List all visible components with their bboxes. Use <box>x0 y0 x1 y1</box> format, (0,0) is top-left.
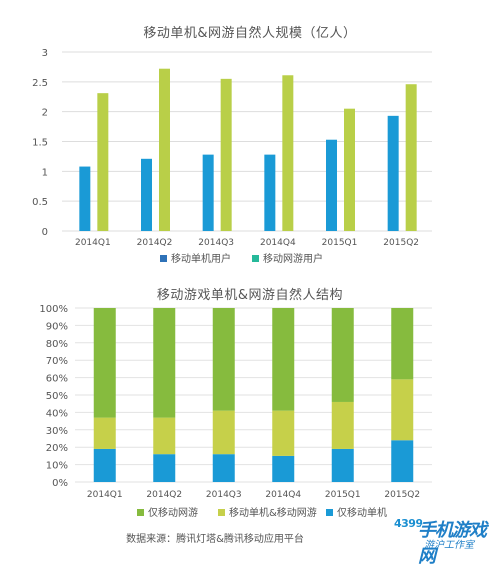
chart1-legend-label: 移动单机用户 <box>171 252 231 265</box>
chart2-bar-online-only <box>212 308 235 411</box>
chart2-bar-online-only <box>153 308 176 418</box>
chart2-xtick-label: 2015Q1 <box>325 490 361 500</box>
chart1-ytick-label: 3 <box>42 48 48 59</box>
chart1-ytick-label: 0 <box>42 227 48 238</box>
chart2-bar-standalone-only <box>331 448 354 482</box>
chart2-ytick-label: 60% <box>46 374 68 385</box>
chart2-bar-standalone-only <box>272 455 295 482</box>
chart2-title: 移动游戏单机&网游自然人结构 <box>156 288 344 303</box>
chart2-bar-both <box>391 379 414 441</box>
chart2-ytick-label: 10% <box>46 461 68 472</box>
chart2-bar-both <box>331 401 354 449</box>
chart2-legend-label: 移动单机&移动网游 <box>229 506 317 519</box>
chart2-legend-label: 仅移动单机 <box>337 506 387 519</box>
chart1-bar-online-users <box>220 78 232 231</box>
chart2-bar-online-only <box>272 308 295 411</box>
chart2-legend-label: 仅移动网游 <box>148 506 198 519</box>
chart2-xtick-label: 2014Q2 <box>146 490 182 500</box>
chart2-ytick-label: 100% <box>39 304 68 315</box>
chart1-xtick-label: 2014Q3 <box>198 238 234 248</box>
chart2-ytick-label: 20% <box>46 443 68 454</box>
chart1-ytick-label: 2 <box>42 108 48 119</box>
chart1-ytick-label: 0.5 <box>32 197 48 208</box>
chart2-ytick-label: 90% <box>46 321 68 332</box>
chart1-xtick-label: 2014Q4 <box>260 238 296 248</box>
chart2-bar-online-only <box>93 308 116 418</box>
chart2-legend-swatch <box>137 509 144 516</box>
chart2-xtick-label: 2015Q2 <box>384 490 420 500</box>
source-note: 数据来源：腾讯灯塔&腾讯移动应用平台 <box>126 534 304 545</box>
chart1-xtick-label: 2015Q2 <box>383 238 419 248</box>
chart1-bar-standalone-users <box>264 154 276 231</box>
chart2-xtick-label: 2014Q3 <box>206 490 242 500</box>
site-watermark-logo: 4399 手机游戏网 游沪工作室 <box>388 516 496 567</box>
chart2-ytick-label: 80% <box>46 339 68 350</box>
chart2-ytick-label: 50% <box>46 391 68 402</box>
chart1-xtick-label: 2014Q1 <box>75 238 111 248</box>
chart2-bar-both <box>272 410 295 456</box>
chart1-bar-standalone-users <box>141 158 152 231</box>
chart1-xtick-label: 2014Q2 <box>137 238 173 248</box>
chart2-ytick-label: 0% <box>52 478 68 489</box>
charts-canvas: 0 0.5 1 1.5 2 2.5 3 2014Q1 2014Q2 2014Q3 2014Q4 201… <box>32 48 432 519</box>
chart2-bar-online-only <box>331 308 354 402</box>
chart1-bar-online-users <box>159 68 170 231</box>
chart2-bar-both <box>93 417 116 449</box>
watermark-number: 4399 <box>394 517 423 530</box>
chart2-ytick-label: 40% <box>46 408 68 419</box>
chart1-legend-label: 移动网游用户 <box>263 252 323 265</box>
chart2-legend-swatch <box>218 509 225 516</box>
chart1-title: 移动单机&网游自然人规模（亿人） <box>143 26 357 41</box>
chart1-legend-swatch <box>160 255 167 262</box>
chart2-bar-standalone-only <box>391 440 414 482</box>
chart1-ytick-label: 2.5 <box>32 78 48 89</box>
chart1-bar-online-users <box>97 93 109 231</box>
chart1-bar-standalone-users <box>79 166 91 231</box>
chart1-legend-swatch <box>252 255 259 262</box>
chart1-bar-online-users <box>282 75 294 232</box>
chart1-ytick-label: 1.5 <box>32 138 48 149</box>
chart2-bar-standalone-only <box>212 454 235 482</box>
chart2-bar-both <box>212 410 235 455</box>
chart2-legend-swatch <box>326 509 333 516</box>
chart1-ytick-label: 1 <box>42 167 48 178</box>
chart1-bar-standalone-users <box>387 115 399 231</box>
chart2-xtick-label: 2014Q4 <box>265 490 301 500</box>
chart2-ytick-label: 70% <box>46 356 68 367</box>
chart2-bar-both <box>153 417 176 455</box>
watermark-sub-text: 游沪工作室 <box>424 540 474 551</box>
chart2-ytick-label: 30% <box>46 426 68 437</box>
chart1-bar-online-users <box>405 84 417 231</box>
chart2-bar-standalone-only <box>93 448 116 482</box>
chart2-bar-online-only <box>391 308 414 380</box>
chart1-bar-online-users <box>344 108 355 231</box>
chart1-bar-standalone-users <box>202 154 214 231</box>
chart2-xtick-label: 2014Q1 <box>87 490 123 500</box>
chart1-bar-standalone-users <box>326 139 337 231</box>
chart2-bar-standalone-only <box>153 454 176 482</box>
chart1-xtick-label: 2015Q1 <box>322 238 358 248</box>
